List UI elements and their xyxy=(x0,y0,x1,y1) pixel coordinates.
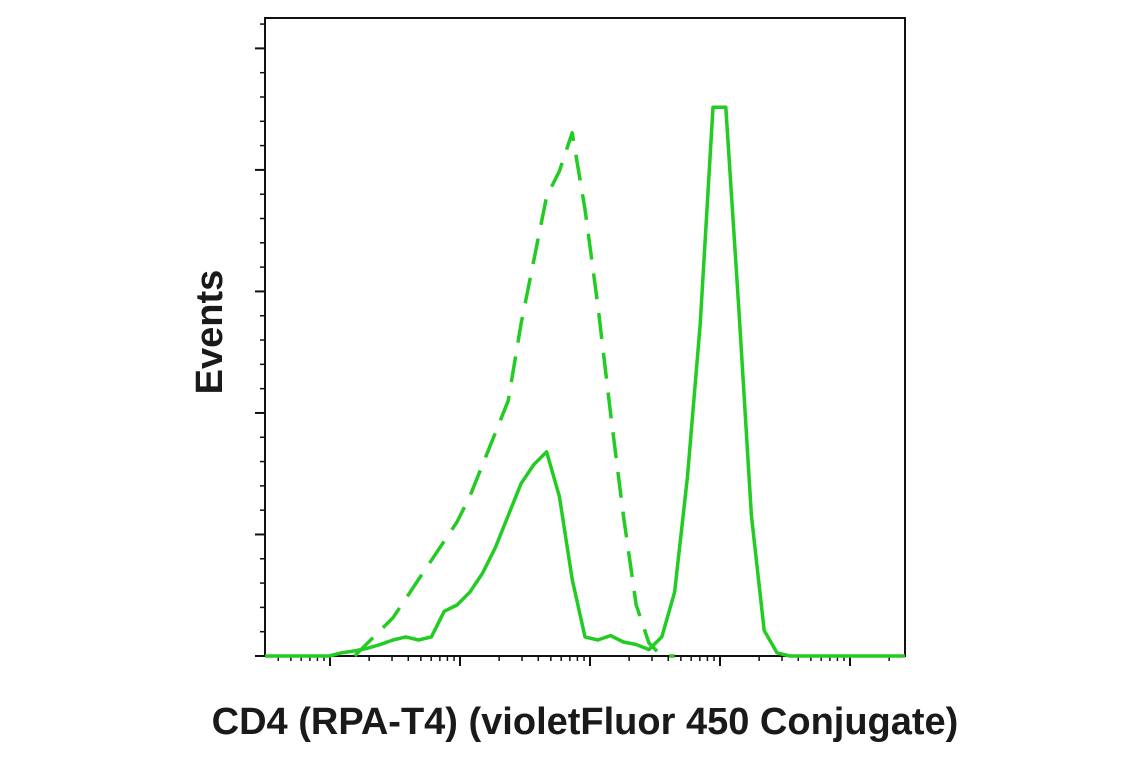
y-axis-title: Events xyxy=(189,270,231,395)
series-line-solid xyxy=(265,105,905,658)
plot-frame xyxy=(264,17,906,657)
x-axis-title: CD4 (RPA-T4) (violetFluor 450 Conjugate) xyxy=(212,701,959,743)
series-line-dashed xyxy=(353,131,675,658)
